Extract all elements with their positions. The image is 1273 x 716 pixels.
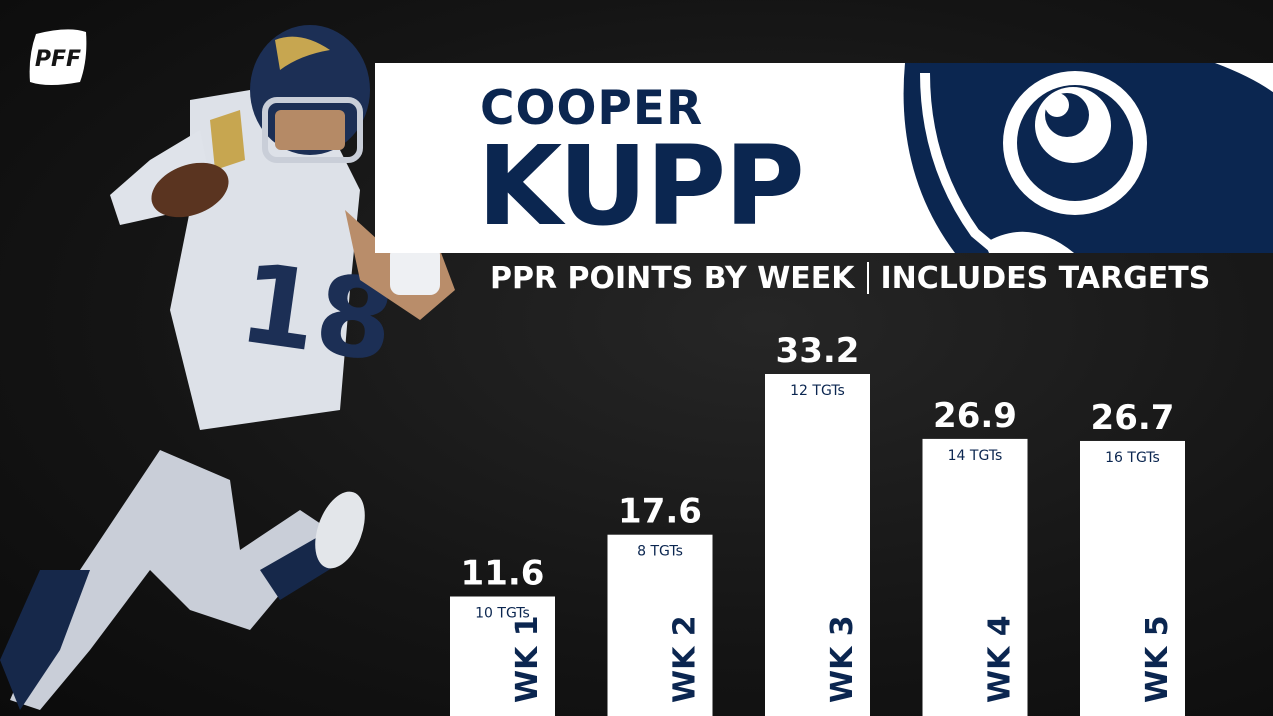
- targets-label: 14 TGTs: [948, 448, 1003, 464]
- bar-group: 17.6 8 TGTs WK 2: [607, 492, 713, 716]
- player-image: 18: [0, 25, 455, 710]
- targets-label: 12 TGTs: [790, 383, 845, 399]
- rams-logo: [903, 63, 1273, 253]
- week-label: WK 5: [1140, 615, 1175, 703]
- value-label: 26.9: [933, 396, 1017, 436]
- bar: [607, 534, 713, 716]
- bar: [922, 438, 1028, 716]
- pff-logo: PFF: [29, 29, 87, 85]
- targets-label: 16 TGTs: [1105, 450, 1160, 466]
- targets-label: 8 TGTs: [637, 544, 683, 560]
- subtitle-right: INCLUDES TARGETS: [880, 260, 1211, 296]
- header-banner: COOPER KUPP: [375, 63, 1273, 253]
- week-label: WK 2: [668, 615, 703, 703]
- subtitle-divider: [866, 262, 869, 294]
- player-first-name: COOPER: [480, 81, 704, 136]
- subtitle-left: PPR POINTS BY WEEK: [490, 260, 855, 296]
- player-last-name: KUPP: [477, 122, 805, 250]
- week-label: WK 4: [983, 615, 1018, 703]
- week-label: WK 1: [510, 615, 545, 703]
- value-label: 11.6: [461, 554, 545, 594]
- targets-label: 10 TGTs: [475, 606, 530, 622]
- bar: [765, 374, 870, 716]
- value-label: 17.6: [618, 492, 702, 532]
- value-label: 33.2: [776, 331, 860, 371]
- pff-logo-text: PFF: [35, 47, 81, 72]
- bar: [1080, 440, 1185, 716]
- chart-subtitle: PPR POINTS BY WEEK INCLUDES TARGETS: [490, 258, 1210, 298]
- bar: [450, 596, 555, 716]
- bar-group: 26.9 14 TGTs WK 4: [922, 396, 1028, 716]
- week-label: WK 3: [825, 615, 860, 703]
- value-label: 26.7: [1091, 398, 1175, 438]
- bar-group: 26.7 16 TGTs WK 5: [1080, 398, 1185, 716]
- bar-group: 33.2 12 TGTs WK 3: [765, 331, 870, 716]
